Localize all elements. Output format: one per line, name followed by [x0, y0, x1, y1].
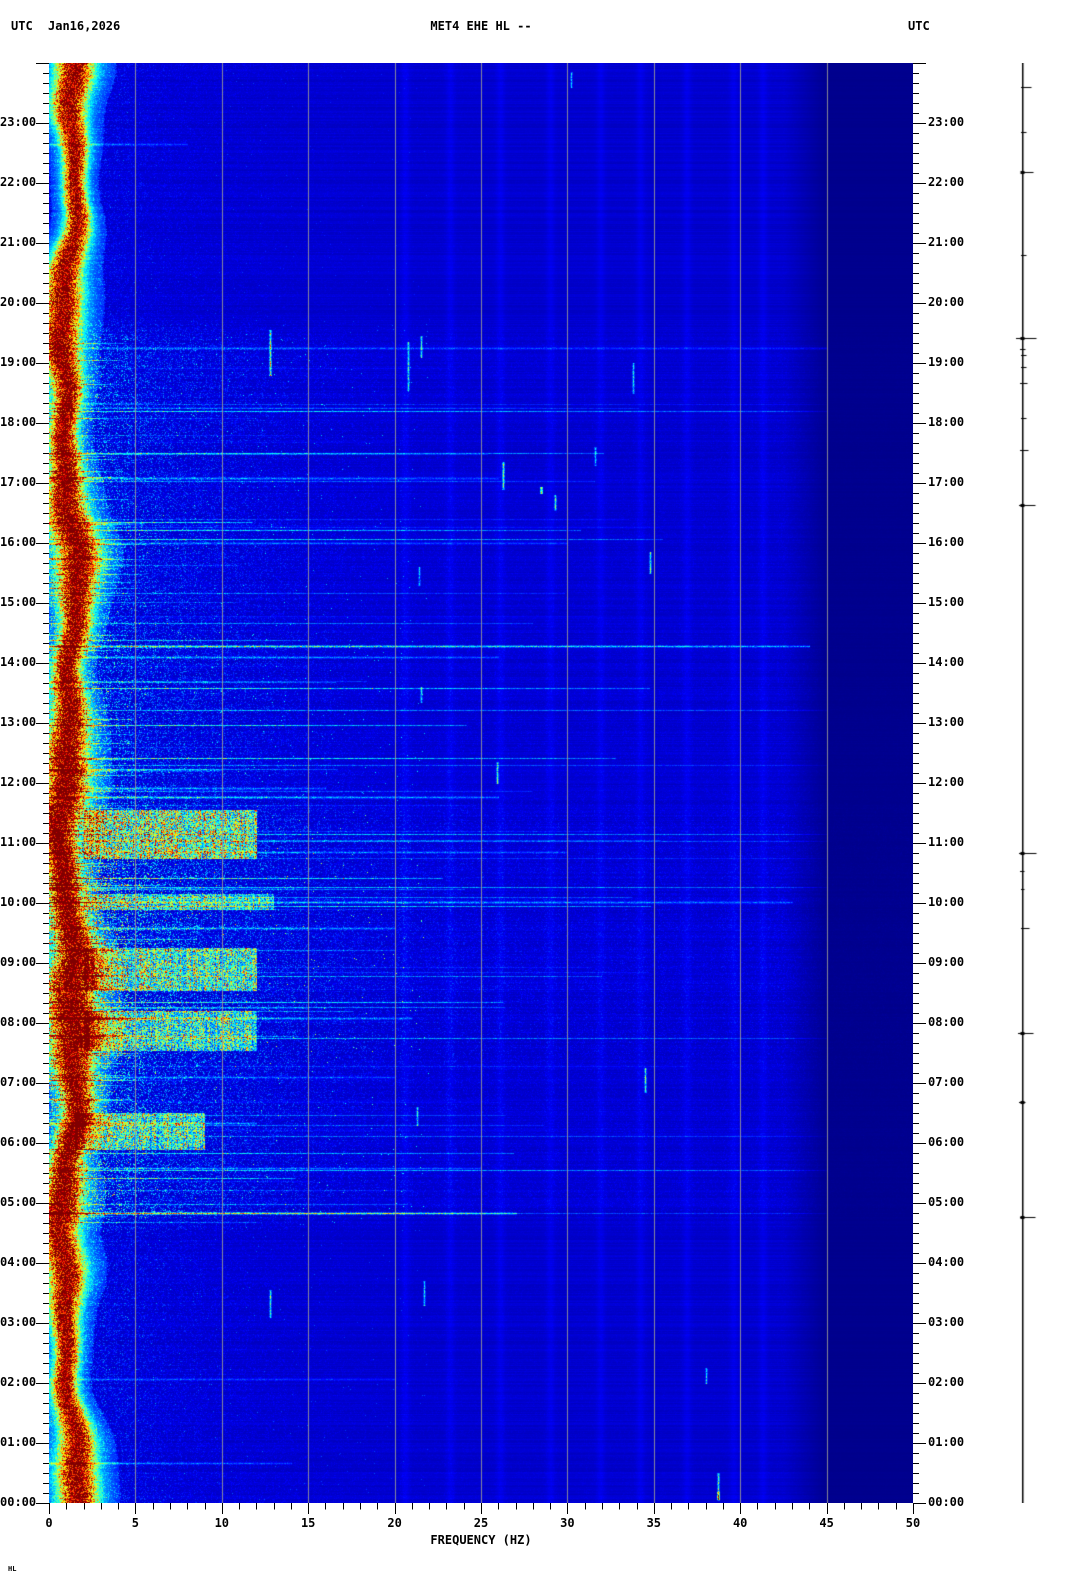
y-tick-label-right: 05:00 [928, 1195, 965, 1209]
x-tick-label: 5 [131, 1516, 139, 1530]
y-tick-label-right: 17:00 [928, 475, 965, 489]
y-tick-label-right: 02:00 [928, 1375, 965, 1389]
corner-mark: HL [8, 1565, 17, 1573]
y-tick-label-right: 13:00 [928, 715, 965, 729]
y-tick-label-right: 00:00 [928, 1495, 965, 1509]
y-tick-label-left: 04:00 [0, 1255, 37, 1269]
y-tick-label-left: 18:00 [0, 415, 37, 429]
x-axis-title: FREQUENCY (HZ) [430, 1533, 532, 1547]
y-tick-label-right: 22:00 [928, 175, 965, 189]
x-tick-label: 30 [560, 1516, 575, 1530]
y-tick-label-right: 14:00 [928, 655, 965, 669]
x-tick-label: 15 [300, 1516, 316, 1530]
x-tick-label: 50 [905, 1516, 921, 1530]
y-tick-label-left: 22:00 [0, 175, 37, 189]
y-tick-label-left: 06:00 [0, 1135, 37, 1149]
y-tick-label-left: 17:00 [0, 475, 37, 489]
y-tick-label-right: 08:00 [928, 1015, 965, 1029]
x-tick-label: 25 [473, 1516, 489, 1530]
y-tick-label-right: 04:00 [928, 1255, 965, 1269]
y-tick-label-left: 15:00 [0, 595, 37, 609]
y-tick-label-left: 10:00 [0, 895, 37, 909]
y-tick-label-right: 20:00 [928, 295, 965, 309]
y-tick-label-left: 21:00 [0, 235, 37, 249]
y-tick-label-right: 01:00 [928, 1435, 965, 1449]
y-tick-label-right: 19:00 [928, 355, 965, 369]
y-tick-label-right: 21:00 [928, 235, 965, 249]
y-tick-label-left: 08:00 [0, 1015, 37, 1029]
y-tick-label-left: 05:00 [0, 1195, 37, 1209]
y-tick-label-right: 07:00 [928, 1075, 965, 1089]
y-tick-label-left: 11:00 [0, 835, 37, 849]
y-tick-label-right: 16:00 [928, 535, 965, 549]
x-tick-label: 10 [214, 1516, 230, 1530]
x-tick-label: 40 [732, 1516, 748, 1530]
header-utc-left: UTC [11, 19, 33, 33]
x-tick-label: 0 [45, 1516, 53, 1530]
y-tick-label-left: 09:00 [0, 955, 37, 969]
y-tick-label-left: 16:00 [0, 535, 37, 549]
y-tick-label-left: 20:00 [0, 295, 37, 309]
seismogram-trace-canvas [1001, 63, 1047, 1503]
x-tick-label: 45 [819, 1516, 834, 1530]
y-tick-label-right: 15:00 [928, 595, 965, 609]
y-tick-label-right: 11:00 [928, 835, 965, 849]
y-tick-label-right: 06:00 [928, 1135, 965, 1149]
y-tick-label-left: 02:00 [0, 1375, 37, 1389]
y-tick-label-right: 09:00 [928, 955, 965, 969]
y-tick-label-right: 18:00 [928, 415, 965, 429]
y-tick-label-right: 12:00 [928, 775, 965, 789]
header-utc-right: UTC [908, 19, 930, 33]
x-tick-label: 20 [387, 1516, 402, 1530]
header-date: Jan16,2026 [48, 19, 121, 33]
spectrogram-canvas [49, 63, 913, 1503]
y-tick-label-left: 00:00 [0, 1495, 37, 1509]
y-tick-label-left: 07:00 [0, 1075, 37, 1089]
y-tick-label-left: 23:00 [0, 115, 37, 129]
x-tick-label: 35 [646, 1516, 662, 1530]
y-tick-label-left: 01:00 [0, 1435, 37, 1449]
y-tick-label-left: 03:00 [0, 1315, 37, 1329]
y-tick-label-left: 19:00 [0, 355, 37, 369]
y-tick-label-left: 12:00 [0, 775, 37, 789]
header-title: MET4 EHE HL -- [430, 19, 532, 33]
y-tick-label-left: 13:00 [0, 715, 37, 729]
y-tick-label-left: 14:00 [0, 655, 37, 669]
y-tick-label-right: 23:00 [928, 115, 965, 129]
y-tick-label-right: 10:00 [928, 895, 965, 909]
y-tick-label-right: 03:00 [928, 1315, 965, 1329]
